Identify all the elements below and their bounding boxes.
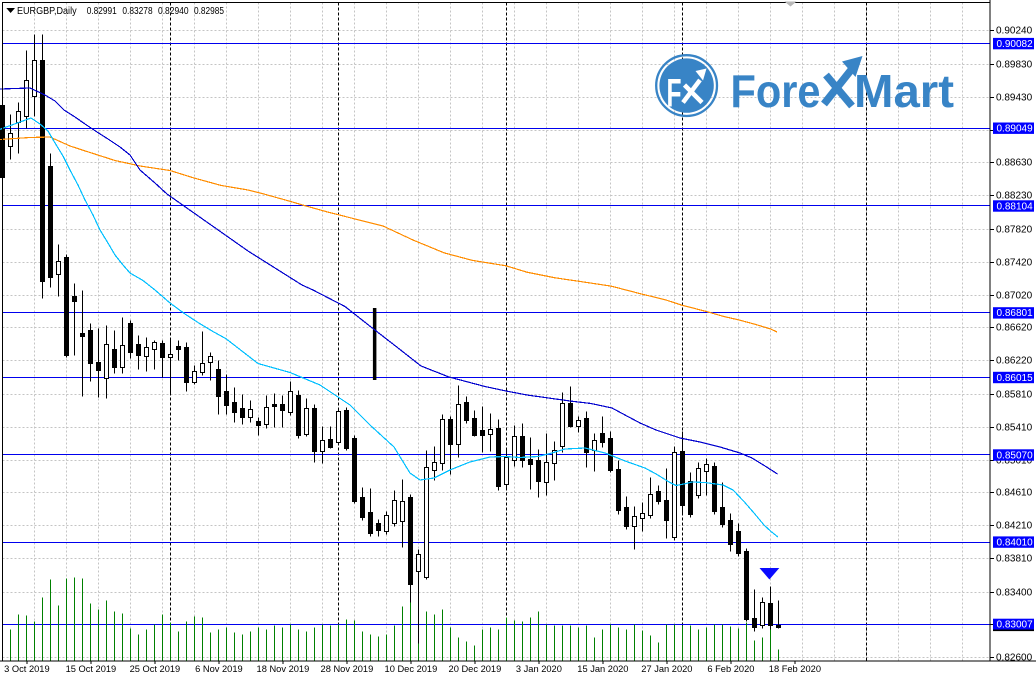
- svg-text:0.90240: 0.90240: [996, 26, 1033, 37]
- svg-text:15 Oct 2019: 15 Oct 2019: [66, 664, 117, 674]
- svg-text:0.85810: 0.85810: [996, 390, 1033, 401]
- svg-text:6 Nov 2019: 6 Nov 2019: [195, 664, 243, 674]
- svg-text:0.86220: 0.86220: [996, 356, 1033, 367]
- svg-text:6 Feb 2020: 6 Feb 2020: [707, 664, 754, 674]
- svg-text:0.84210: 0.84210: [996, 521, 1033, 532]
- svg-text:0.86801: 0.86801: [997, 308, 1034, 319]
- svg-text:0.82940: 0.82940: [158, 6, 189, 17]
- svg-text:0.82600: 0.82600: [996, 653, 1033, 664]
- svg-text:0.87020: 0.87020: [996, 291, 1033, 302]
- svg-text:0.83007: 0.83007: [997, 620, 1034, 631]
- svg-text:0.82991: 0.82991: [87, 6, 117, 17]
- svg-text:0.83400: 0.83400: [996, 588, 1033, 599]
- svg-text:0.88630: 0.88630: [996, 158, 1033, 169]
- svg-text:0.84610: 0.84610: [996, 488, 1033, 499]
- svg-text:Mart: Mart: [854, 65, 954, 117]
- svg-text:15 Jan 2020: 15 Jan 2020: [577, 664, 628, 674]
- svg-text:3 Oct 2019: 3 Oct 2019: [4, 664, 49, 674]
- svg-text:0.87820: 0.87820: [996, 225, 1033, 236]
- svg-text:3 Jan 2020: 3 Jan 2020: [516, 664, 562, 674]
- svg-text:0.86620: 0.86620: [996, 323, 1033, 334]
- svg-text:EURGBP,Daily: EURGBP,Daily: [17, 6, 77, 17]
- svg-text:18 Nov 2019: 18 Nov 2019: [257, 664, 310, 674]
- svg-text:0.86015: 0.86015: [997, 373, 1034, 384]
- svg-text:0.83278: 0.83278: [122, 6, 153, 17]
- svg-text:Fore: Fore: [731, 65, 821, 117]
- svg-text:0.85010: 0.85010: [996, 456, 1033, 467]
- svg-text:18 Feb 2020: 18 Feb 2020: [769, 664, 821, 674]
- svg-text:0.90082: 0.90082: [997, 39, 1034, 50]
- svg-text:0.82985: 0.82985: [194, 6, 224, 17]
- svg-text:25 Oct 2019: 25 Oct 2019: [130, 664, 181, 674]
- svg-text:28 Nov 2019: 28 Nov 2019: [321, 664, 374, 674]
- svg-text:0.85410: 0.85410: [996, 423, 1033, 434]
- svg-text:10 Dec 2019: 10 Dec 2019: [385, 664, 438, 674]
- svg-text:F: F: [667, 72, 682, 116]
- svg-text:0.85070: 0.85070: [997, 450, 1034, 461]
- svg-text:27 Jan 2020: 27 Jan 2020: [641, 664, 692, 674]
- svg-text:0.89830: 0.89830: [996, 60, 1033, 71]
- svg-text:0.89049: 0.89049: [997, 124, 1034, 135]
- svg-text:0.88230: 0.88230: [996, 191, 1033, 202]
- svg-text:0.89430: 0.89430: [996, 93, 1033, 104]
- svg-text:0.84010: 0.84010: [997, 537, 1034, 548]
- svg-text:0.83810: 0.83810: [996, 554, 1033, 565]
- svg-text:0.87420: 0.87420: [996, 258, 1033, 269]
- svg-text:0.88104: 0.88104: [997, 201, 1034, 212]
- svg-text:20 Dec 2019: 20 Dec 2019: [449, 664, 502, 674]
